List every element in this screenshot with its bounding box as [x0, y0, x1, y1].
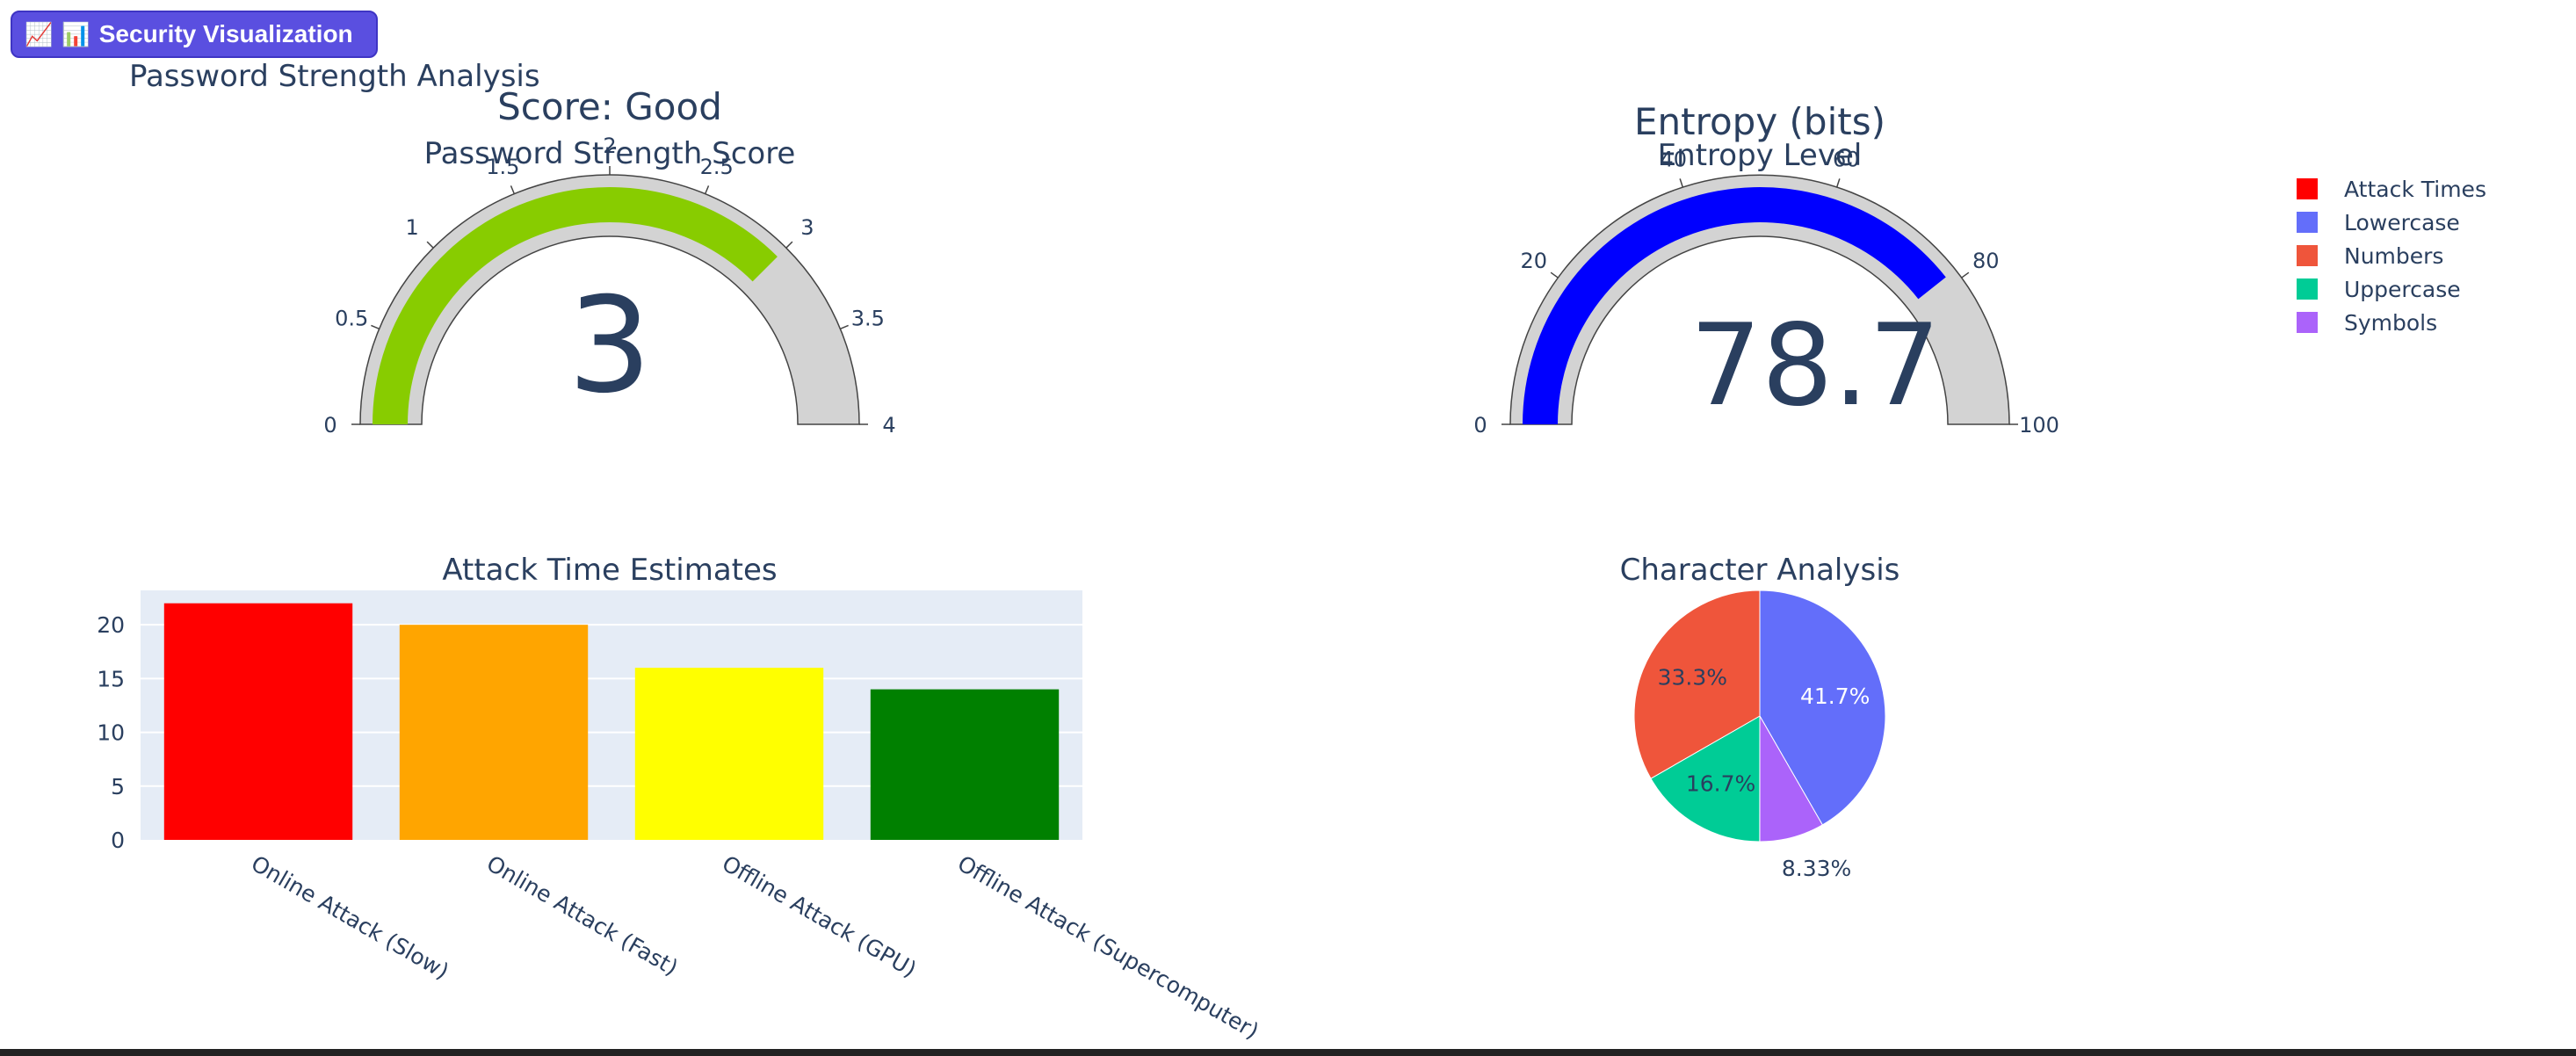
page-title: Password Strength Analysis — [129, 59, 540, 94]
entropy-gauge: Entropy (bits) Entropy Level 0 20 40 60 80 10… — [1473, 100, 2059, 438]
chart-increasing-icon: 📈 — [25, 20, 54, 47]
strength-gauge-tick-label: 4 — [882, 413, 895, 438]
attack-time-bar — [870, 689, 1060, 840]
legend-label: Uppercase — [2344, 277, 2461, 302]
strength-gauge-tick-mark — [510, 185, 516, 194]
legend-swatch — [2297, 312, 2318, 333]
window-bottom-border — [0, 1049, 2576, 1056]
legend-swatch — [2297, 178, 2318, 199]
entropy-gauge-bar — [1523, 187, 1946, 424]
pie-slice-label: 16.7% — [1686, 771, 1755, 797]
character-analysis-pie: Character Analysis 41.7% 8.33% 16.7% 33.3% — [1620, 553, 1900, 881]
pie-slice-label: 8.33% — [1782, 856, 1851, 881]
strength-gauge-tick-label: 2 — [603, 134, 616, 158]
bar-x-tick-label: Offline Attack (GPU) — [718, 850, 921, 982]
strength-gauge-tick-label: 3 — [800, 215, 814, 240]
strength-gauge-tick-mark — [426, 241, 434, 249]
pie-slice-label: 33.3% — [1658, 665, 1727, 691]
strength-gauge-tick-label: 3.5 — [851, 306, 885, 330]
strength-gauge-subtitle: Password Strength Score — [424, 136, 796, 171]
security-visualization-label: Security Visualization — [98, 20, 353, 47]
entropy-gauge-title: Entropy (bits) — [1634, 100, 1885, 143]
bar-y-tick-label: 5 — [111, 774, 125, 799]
strength-gauge-tick-mark — [371, 324, 380, 330]
entropy-gauge-tick-mark — [1961, 271, 1970, 278]
strength-gauge-title: Score: Good — [497, 85, 722, 128]
strength-gauge-tick-mark — [704, 185, 710, 194]
strength-gauge-tick-label: 1.5 — [486, 155, 519, 179]
bar-y-tick-label: 15 — [97, 666, 125, 691]
entropy-gauge-value: 78.7 — [1690, 300, 1941, 431]
legend-label: Symbols — [2344, 310, 2437, 336]
legend-swatch — [2297, 212, 2318, 233]
bar-y-tick-label: 20 — [97, 612, 125, 638]
entropy-gauge-tick-label: 0 — [1473, 413, 1487, 438]
strength-gauge-tick-mark — [840, 324, 849, 330]
entropy-gauge-tick-mark — [1550, 271, 1559, 278]
bar-y-tick-label: 0 — [111, 828, 125, 853]
legend-label: Numbers — [2344, 243, 2443, 269]
bar-y-tick-label: 10 — [97, 720, 125, 746]
bar-chart-icon: 📊 — [62, 20, 90, 47]
legend: Attack Times Lowercase Numbers Uppercase Sym… — [2297, 177, 2486, 336]
bar-x-tick-label: Offline Attack (Supercomputer) — [953, 850, 1263, 1044]
entropy-gauge-tick-label: 100 — [2019, 413, 2059, 438]
strength-gauge: Score: Good Password Strength Score 0 0.5… — [323, 85, 895, 438]
attack-time-bar-chart: Attack Time Estimates 0 5 10 15 20 Online At… — [97, 553, 1263, 1044]
strength-gauge-value: 3 — [568, 270, 651, 423]
entropy-gauge-tick-label: 20 — [1520, 249, 1547, 273]
entropy-gauge-subtitle: Entropy Level — [1658, 138, 1863, 173]
legend-label: Attack Times — [2344, 177, 2486, 202]
pie-slice-label: 41.7% — [1800, 684, 1870, 709]
character-analysis-title: Character Analysis — [1620, 553, 1900, 588]
strength-gauge-tick-label: 2.5 — [700, 155, 734, 179]
entropy-gauge-tick-label: 60 — [1833, 148, 1860, 172]
entropy-gauge-tick-mark — [1836, 178, 1841, 188]
legend-label: Lowercase — [2344, 210, 2460, 235]
strength-gauge-tick-mark — [785, 241, 793, 249]
entropy-gauge-tick-label: 80 — [1972, 249, 2000, 273]
attack-time-bar — [634, 668, 824, 840]
entropy-gauge-tick-label: 40 — [1660, 148, 1687, 172]
security-visualization-button[interactable]: 📈 📊 Security Visualization — [11, 11, 378, 58]
pie-slice — [1759, 589, 1886, 826]
bar-x-tick-label: Online Attack (Slow) — [247, 850, 453, 984]
pie-slice — [1650, 715, 1761, 843]
strength-gauge-tick-label: 0.5 — [335, 306, 368, 330]
legend-swatch — [2297, 278, 2318, 300]
strength-gauge-tick-label: 0 — [323, 413, 336, 438]
bar-x-tick-label: Online Attack (Fast) — [482, 850, 683, 980]
entropy-gauge-tick-mark — [1679, 178, 1683, 188]
attack-time-bar — [399, 625, 589, 840]
attack-time-bar — [163, 603, 353, 840]
pie-slice — [1633, 589, 1761, 779]
legend-swatch — [2297, 245, 2318, 266]
attack-time-chart-title: Attack Time Estimates — [442, 553, 777, 588]
strength-gauge-bar — [373, 186, 778, 424]
strength-gauge-tick-label: 1 — [405, 215, 418, 240]
